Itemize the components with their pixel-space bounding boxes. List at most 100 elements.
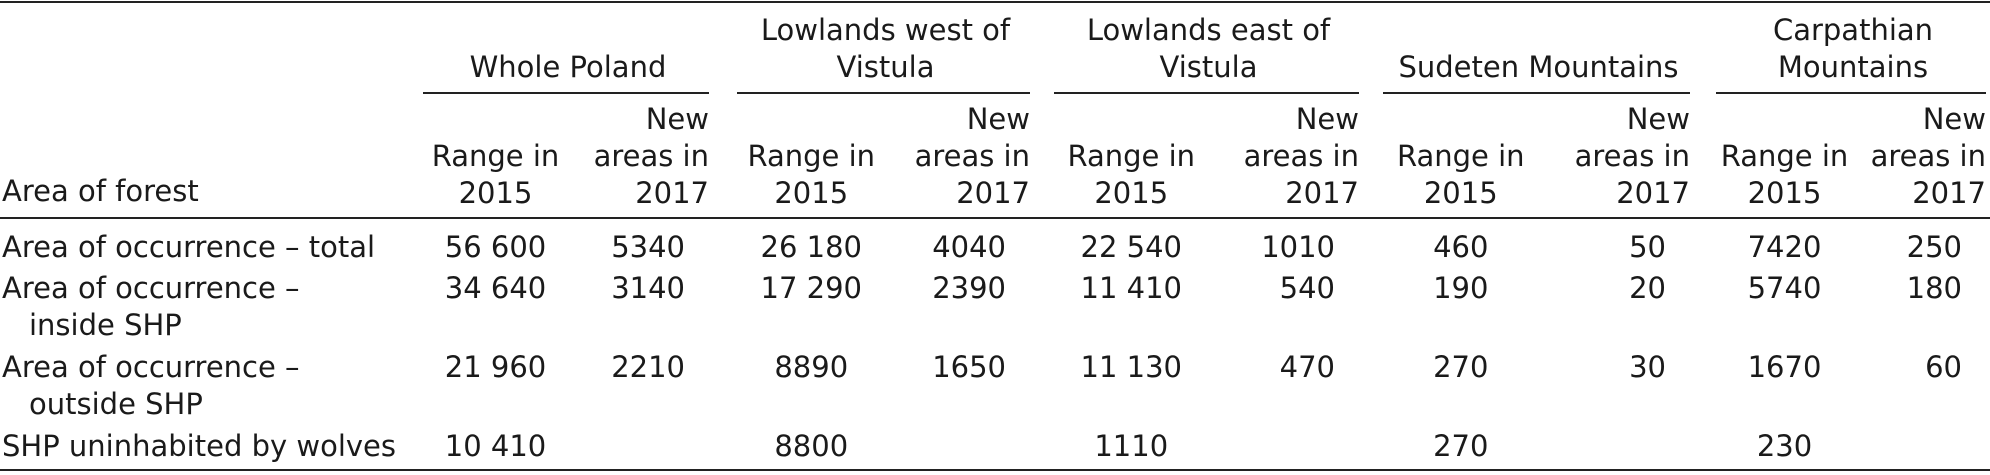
cell: 540 <box>1279 271 1335 305</box>
sub-header-text: 2017 <box>1616 176 1690 210</box>
group-underline <box>1716 92 1986 94</box>
sub-header-text: areas in <box>1574 139 1690 173</box>
row-label-text: Area of occurrence – <box>2 271 300 305</box>
group-underline <box>737 92 1030 94</box>
sub-header-text: New <box>645 102 709 136</box>
sub-header-text: 2017 <box>956 176 1030 210</box>
sub-header-text: New <box>1922 102 1986 136</box>
row-label: Area of occurrence – inside SHP <box>2 270 300 344</box>
cell: 470 <box>1279 350 1335 384</box>
header-rule <box>0 217 1990 219</box>
row-label-text: outside SHP <box>29 387 203 421</box>
cell: 22 540 <box>1080 230 1182 264</box>
sub-header: New areas in 2017 <box>1539 101 1690 212</box>
row-label-text: Area of occurrence – total <box>2 230 376 264</box>
cell: 20 <box>1629 271 1666 305</box>
group-title: Vistula <box>1159 50 1258 84</box>
cell: 60 <box>1925 350 1962 384</box>
group-header: Whole Poland <box>423 49 713 86</box>
cell: 1110 <box>1094 429 1169 463</box>
group-header: Lowlands east of Vistula <box>1054 12 1363 86</box>
sub-header-text: 2015 <box>458 176 533 210</box>
sub-header-text: Range in <box>1720 139 1849 173</box>
row-label: Area of occurrence – total <box>2 229 375 266</box>
cell: 230 <box>1756 429 1813 463</box>
cell: 4040 <box>932 230 1006 264</box>
sub-header-text: Range in <box>747 139 876 173</box>
cell: 190 <box>1433 271 1489 305</box>
sub-header-text: New <box>1626 102 1690 136</box>
corner-header: Area of forest <box>2 173 199 210</box>
cell: 180 <box>1906 271 1962 305</box>
cell: 250 <box>1906 230 1962 264</box>
cell: 30 <box>1629 350 1666 384</box>
sub-header-text: 2015 <box>1094 176 1169 210</box>
group-underline <box>1383 92 1690 94</box>
cell: 11 130 <box>1080 350 1182 384</box>
group-underline <box>423 92 709 94</box>
group-title: Vistula <box>836 50 935 84</box>
group-title: Lowlands east of <box>1086 13 1331 47</box>
cell: 50 <box>1629 230 1666 264</box>
header-text: Area of forest <box>2 174 199 208</box>
cell: 10 410 <box>444 429 547 463</box>
cell: 270 <box>1433 429 1489 463</box>
cell: 26 180 <box>760 230 862 264</box>
cell: 11 410 <box>1080 271 1182 305</box>
group-title: Sudeten Mountains <box>1398 50 1679 84</box>
sub-header-text: 2015 <box>774 176 849 210</box>
sub-header-text: 2017 <box>1912 176 1986 210</box>
cell: 2210 <box>611 350 685 384</box>
sub-header: Range in 2015 <box>1054 138 1209 212</box>
row-label-text: SHP uninhabited by wolves <box>2 429 396 463</box>
top-rule <box>0 1 1990 3</box>
group-underline <box>1054 92 1359 94</box>
cell: 21 960 <box>444 350 547 384</box>
sub-header: Range in 2015 <box>1383 138 1539 212</box>
sub-header-text: areas in <box>593 139 709 173</box>
cell: 460 <box>1433 230 1489 264</box>
cell: 1010 <box>1261 230 1335 264</box>
sub-header: New areas in 2017 <box>1853 101 1986 212</box>
sub-header-text: Range in <box>1396 139 1525 173</box>
cell: 2390 <box>932 271 1006 305</box>
sub-header-text: areas in <box>914 139 1030 173</box>
group-header: Lowlands west of Vistula <box>737 12 1034 86</box>
sub-header: Range in 2015 <box>1716 138 1853 212</box>
cell: 8800 <box>774 429 849 463</box>
row-label: Area of occurrence – outside SHP <box>2 349 300 423</box>
row-label-text: Area of occurrence – <box>2 350 300 384</box>
sub-header-text: 2017 <box>635 176 709 210</box>
row-label-text: inside SHP <box>29 308 182 342</box>
cell: 8890 <box>774 350 849 384</box>
group-title: Whole Poland <box>469 50 667 84</box>
bottom-rule <box>0 469 1990 471</box>
cell: 34 640 <box>444 271 547 305</box>
sub-header-text: areas in <box>1243 139 1359 173</box>
sub-header-text: Range in <box>1067 139 1196 173</box>
cell: 270 <box>1433 350 1489 384</box>
sub-header-text: 2017 <box>1285 176 1359 210</box>
cell: 1650 <box>932 350 1006 384</box>
group-title: Lowlands west of <box>760 13 1011 47</box>
cell: 3140 <box>611 271 685 305</box>
sub-header-text: areas in <box>1870 139 1986 173</box>
sub-header-text: Range in <box>431 139 560 173</box>
cell: 56 600 <box>444 230 547 264</box>
sub-header: New areas in 2017 <box>1209 101 1359 212</box>
cell: 5340 <box>611 230 685 264</box>
cell: 1670 <box>1747 350 1822 384</box>
sub-header-text: 2015 <box>1423 176 1498 210</box>
sub-header-text: New <box>1295 102 1359 136</box>
sub-header: New areas in 2017 <box>886 101 1030 212</box>
row-label: SHP uninhabited by wolves <box>2 428 396 465</box>
cell: 5740 <box>1747 271 1822 305</box>
sub-header: New areas in 2017 <box>568 101 709 212</box>
group-header: Sudeten Mountains <box>1383 49 1694 86</box>
group-header: Carpathian Mountains <box>1716 12 1990 86</box>
cell: 7420 <box>1747 230 1822 264</box>
sub-header: Range in 2015 <box>737 138 886 212</box>
group-title: Carpathian <box>1772 13 1934 47</box>
group-title: Mountains <box>1777 50 1929 84</box>
